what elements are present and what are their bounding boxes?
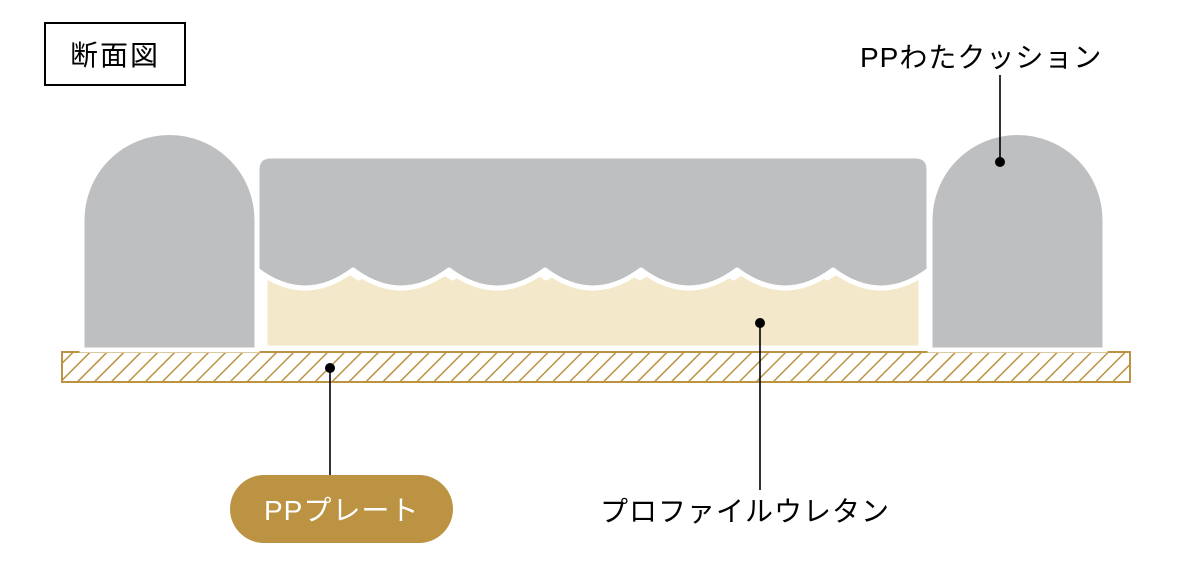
pp-plate-layer [62,352,1130,382]
left-cushion-shape [82,133,257,351]
diagram-title: 断面図 [44,22,186,86]
plate-callout-anchor-dot [325,363,335,373]
profile-urethane-label: プロファイルウレタン [600,490,890,530]
pp-cotton-cushion-label: PPわたクッション [860,36,1102,76]
cushion-callout-anchor-dot [995,157,1005,167]
pp-plate-label: PPプレート [230,475,453,543]
top-cushion-layer [257,156,929,288]
right-cushion-shape [930,133,1105,351]
urethane-callout-anchor-dot [755,318,765,328]
